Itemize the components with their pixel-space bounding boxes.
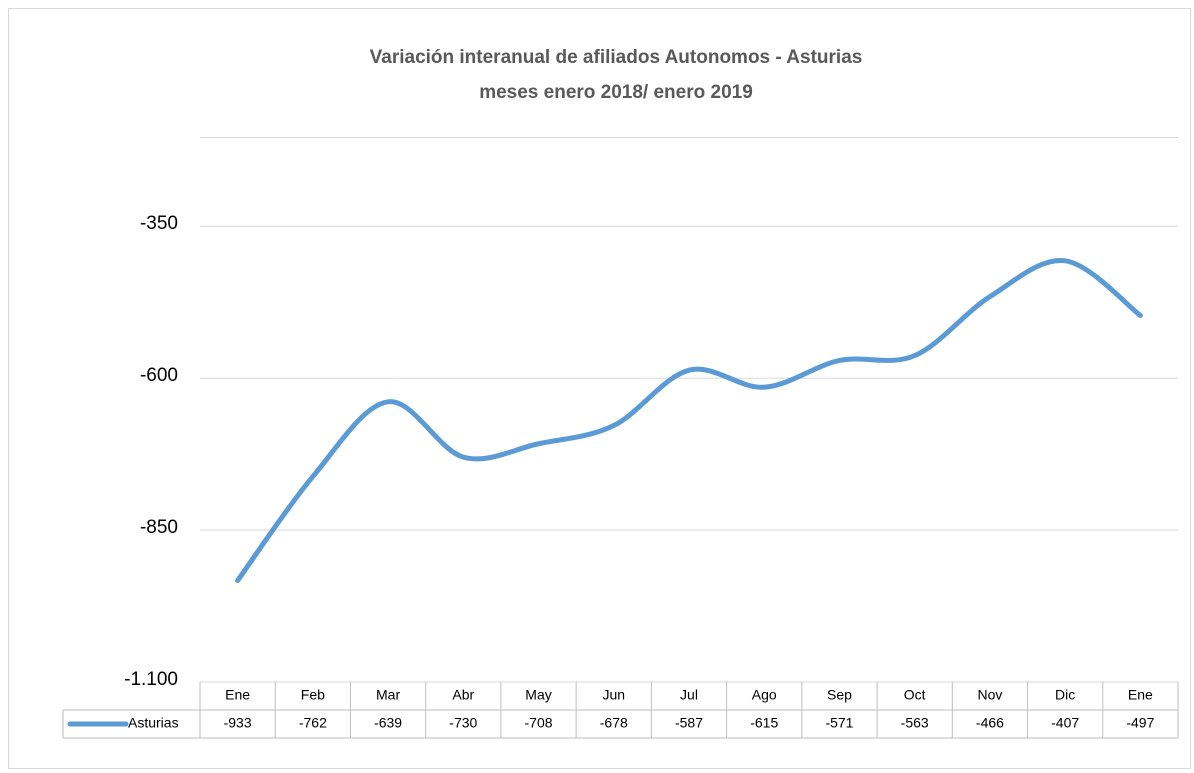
table-value: -571 bbox=[825, 715, 853, 731]
table-value: -933 bbox=[224, 715, 252, 731]
x-tick-label: Mar bbox=[376, 687, 400, 703]
x-tick-label: Oct bbox=[904, 687, 926, 703]
plot bbox=[235, 258, 1143, 584]
y-tick-label: -1.100 bbox=[124, 669, 178, 690]
table-value: -407 bbox=[1051, 715, 1079, 731]
table-value: -497 bbox=[1126, 715, 1154, 731]
chart-title: Variación interanual de afiliados Autono… bbox=[370, 47, 863, 68]
table-value: -730 bbox=[449, 715, 477, 731]
y-tick-label: -350 bbox=[140, 213, 178, 234]
table-value: -678 bbox=[600, 715, 628, 731]
series-line bbox=[235, 258, 1143, 584]
x-tick-label: Sep bbox=[827, 687, 852, 703]
table-value: -762 bbox=[299, 715, 327, 731]
x-tick-label: Abr bbox=[452, 687, 474, 703]
y-tick-label: -600 bbox=[140, 365, 178, 386]
table-value: -587 bbox=[675, 715, 703, 731]
table-value: -466 bbox=[976, 715, 1004, 731]
x-tick-label: Jul bbox=[680, 687, 698, 703]
x-tick-label: Nov bbox=[977, 687, 1002, 703]
grid: -1.100 -850 -600 -350 bbox=[124, 137, 1178, 690]
data-table: Ene Feb Mar Abr May Jun Jul Ago Sep Oct Nov Dic Ene A… bbox=[62, 682, 1179, 739]
chart-frame bbox=[8, 8, 1191, 769]
x-tick-label: Ene bbox=[225, 687, 250, 703]
table-value: -708 bbox=[525, 715, 553, 731]
table-value: -639 bbox=[374, 715, 402, 731]
chart-subtitle: meses enero 2018/ enero 2019 bbox=[479, 82, 753, 103]
x-tick-label: Dic bbox=[1055, 687, 1075, 703]
x-tick-label: Feb bbox=[301, 687, 325, 703]
table-value: -615 bbox=[750, 715, 778, 731]
table-value: -563 bbox=[901, 715, 929, 731]
x-tick-label: Ene bbox=[1128, 687, 1153, 703]
x-tick-label: Jun bbox=[602, 687, 625, 703]
x-tick-label: May bbox=[525, 687, 551, 703]
legend-label: Asturias bbox=[128, 715, 179, 731]
x-tick-label: Ago bbox=[752, 687, 777, 703]
y-tick-label: -850 bbox=[140, 517, 178, 538]
